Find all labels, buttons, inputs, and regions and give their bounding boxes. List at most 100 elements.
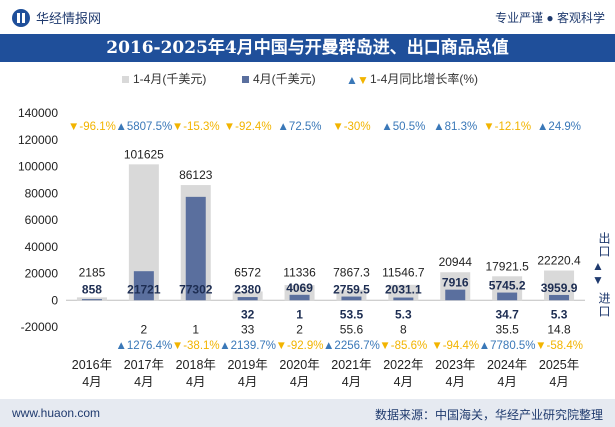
export-cumulative-label: 7867.3	[333, 265, 370, 279]
export-cumulative-label: 20944	[439, 255, 473, 269]
import-month-label: 32	[241, 307, 255, 321]
legend-swatch-month	[242, 76, 249, 83]
brand-name: 华经情报网	[36, 11, 102, 26]
export-month-label: 2031.1	[385, 282, 422, 296]
export-cumulative-label: 2185	[79, 265, 106, 279]
export-up-arrow-icon: ▲	[592, 259, 604, 273]
x-tick-label-year: 2021年	[331, 358, 371, 372]
export-month-bar	[549, 294, 570, 301]
x-tick-label-year: 2019年	[227, 358, 267, 372]
x-tick-label-month: 4月	[549, 375, 568, 389]
x-tick-label-year: 2017年	[124, 358, 164, 372]
brand: 华经情报网	[12, 8, 101, 27]
import-growth-label: ▲2256.7%	[323, 340, 380, 352]
x-tick-label-year: 2025年	[539, 358, 579, 372]
export-month-label: 2759.5	[333, 282, 370, 296]
export-cumulative-label: 11546.7	[382, 265, 425, 279]
import-month-label: 53.5	[340, 307, 364, 321]
y-tick-label: 120000	[18, 133, 58, 147]
import-cumulative-label: 8	[400, 322, 407, 336]
y-tick-label: 20000	[25, 267, 59, 281]
import-month-label: 5.3	[395, 307, 412, 321]
legend-triangle-up: ▲	[346, 73, 358, 87]
import-cumulative-label: 14.8	[547, 322, 571, 336]
legend-swatch-cumulative	[122, 76, 129, 83]
import-growth-label: ▼-58.4%	[535, 340, 583, 352]
x-tick-label-month: 4月	[238, 375, 257, 389]
export-cumulative-label: 22220.4	[537, 254, 581, 268]
import-growth-label: ▼-38.1%	[172, 340, 220, 352]
legend-label-month: 4月(千美元)	[253, 72, 316, 86]
x-tick-label-month: 4月	[446, 375, 465, 389]
import-cumulative-label: 1	[192, 322, 199, 336]
export-cumulative-bar	[388, 284, 419, 301]
y-tick-label: 100000	[18, 160, 58, 174]
x-tick-label-year: 2022年	[383, 358, 423, 372]
import-cumulative-label: 55.6	[340, 322, 364, 336]
import-growth-label: ▼-94.4%	[431, 340, 479, 352]
x-tick-label-month: 4月	[342, 375, 361, 389]
export-month-label: 4069	[286, 281, 313, 295]
export-growth-label: ▲24.9%	[537, 121, 581, 133]
x-tick-label-year: 2020年	[279, 358, 319, 372]
export-growth-label: ▼-92.4%	[224, 121, 272, 133]
export-growth-label: ▼-15.3%	[172, 121, 220, 133]
export-cumulative-bar	[232, 291, 263, 301]
side-label-export: 出口	[597, 232, 611, 258]
legend-label-growth: 1-4月同比增长率(%)	[370, 71, 478, 86]
y-tick-label: 60000	[25, 213, 59, 227]
x-tick-label-month: 4月	[497, 375, 516, 389]
import-cumulative-label: 35.5	[495, 322, 519, 336]
export-growth-label: ▼-96.1%	[68, 121, 116, 133]
import-cumulative-label: 2	[296, 322, 303, 336]
chart-area: -20000 0 20000 40000 60000 80000 100000 120000 1…	[18, 71, 604, 389]
x-tick-label-year: 2023年	[435, 358, 475, 372]
export-month-bar	[237, 297, 258, 301]
x-tick-label-month: 4月	[290, 375, 309, 389]
huajing-logo-icon	[12, 8, 30, 27]
export-month-bar	[185, 196, 206, 301]
export-cumulative-label: 101625	[124, 147, 164, 161]
y-tick-label: 80000	[25, 186, 59, 200]
export-month-label: 21721	[127, 282, 161, 296]
export-growth-label: ▲72.5%	[278, 121, 322, 133]
export-cumulative-label: 6572	[234, 265, 261, 279]
x-tick-label-month: 4月	[394, 375, 413, 389]
y-tick-label: -20000	[21, 320, 59, 334]
export-cumulative-label: 11336	[283, 265, 316, 279]
export-month-label: 5745.2	[489, 279, 526, 293]
export-month-label: 2380	[234, 282, 261, 296]
top-bar: 华经情报网 专业严谨 ● 客观科学	[0, 0, 615, 34]
x-tick-label-year: 2018年	[176, 358, 216, 372]
import-growth-label: ▼-92.9%	[276, 340, 324, 352]
import-down-arrow-icon: ▼	[592, 273, 604, 287]
chart-title: 2016-2025年4月中国与开曼群岛进、出口商品总值	[106, 38, 509, 58]
export-month-label: 3959.9	[541, 281, 578, 295]
import-month-label: 1	[296, 307, 303, 321]
import-month-label: 34.7	[495, 307, 519, 321]
export-month-bar	[289, 294, 310, 301]
export-month-bar	[341, 296, 362, 301]
title-bar	[0, 34, 615, 62]
export-growth-label: ▲81.3%	[433, 121, 477, 133]
export-cumulative-label: 17921.5	[485, 259, 529, 273]
export-growth-label: ▲50.5%	[381, 121, 425, 133]
x-tick-label-month: 4月	[134, 375, 153, 389]
export-month-bar	[497, 292, 518, 301]
legend-triangle-down: ▼	[357, 73, 369, 87]
import-cumulative-label: 2	[141, 322, 148, 336]
export-month-bar	[393, 297, 414, 301]
export-month-bar	[81, 299, 102, 301]
y-tick-label: 40000	[25, 240, 59, 254]
export-month-label: 7916	[442, 276, 469, 290]
export-cumulative-bar	[336, 289, 367, 301]
y-tick-label: 140000	[18, 106, 58, 120]
export-growth-label: ▼-12.1%	[483, 121, 531, 133]
export-month-bar	[133, 271, 154, 301]
import-growth-label: ▼-85.6%	[379, 340, 427, 352]
x-tick-label-year: 2016年	[72, 358, 112, 372]
tagline: 专业严谨 ● 客观科学	[495, 11, 605, 25]
footer: www.huaon.com 数据来源：中国海关，华经产业研究院整理	[0, 399, 615, 427]
x-tick-label-month: 4月	[82, 375, 101, 389]
import-growth-label: ▲1276.4%	[115, 340, 172, 352]
